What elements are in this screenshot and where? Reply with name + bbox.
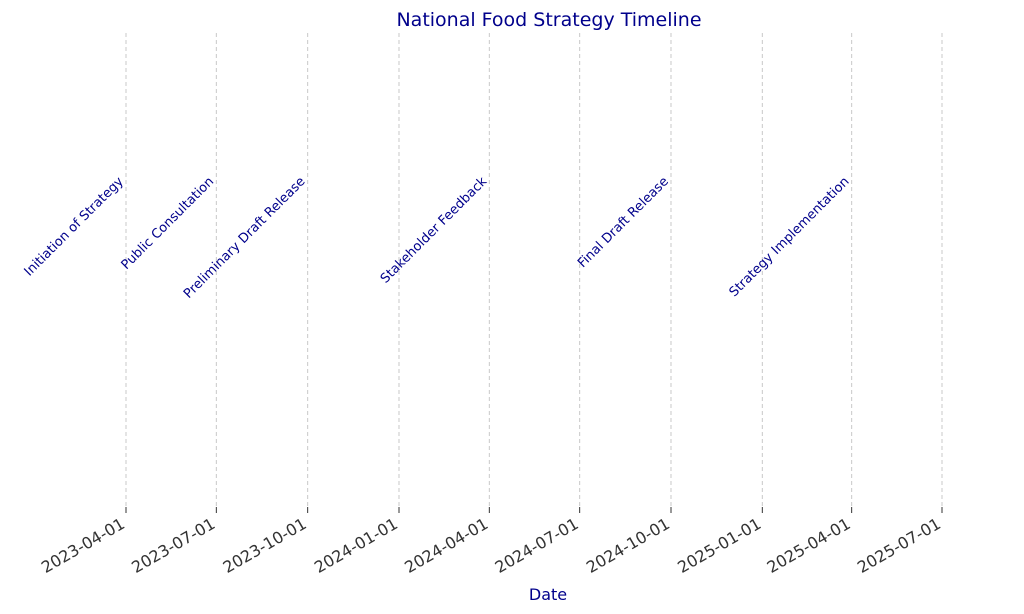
x-axis-label: Date bbox=[529, 585, 567, 604]
tick-label-6: 2024-10-01 bbox=[583, 514, 673, 577]
tick-label-7: 2025-01-01 bbox=[674, 514, 764, 577]
tick-label-8: 2025-04-01 bbox=[764, 514, 854, 577]
tick-label-2: 2023-10-01 bbox=[220, 514, 310, 577]
event-label-0: Initiation of Strategy bbox=[22, 174, 127, 279]
event-label-1: Public Consultation bbox=[119, 174, 218, 273]
tick-label-0: 2023-04-01 bbox=[38, 514, 128, 577]
tick-label-1: 2023-07-01 bbox=[128, 514, 218, 577]
tick-label-9: 2025-07-01 bbox=[854, 514, 944, 577]
event-label-3: Stakeholder Feedback bbox=[378, 174, 491, 287]
chart-title: National Food Strategy Timeline bbox=[396, 9, 701, 31]
tick-label-5: 2024-07-01 bbox=[492, 514, 582, 577]
tick-label-4: 2024-04-01 bbox=[401, 514, 491, 577]
event-label-5: Strategy Implementation bbox=[727, 174, 853, 300]
x-axis-ticks: 2023-04-01 2023-07-01 2023-10-01 2024-01-01… bbox=[38, 507, 944, 577]
gridlines bbox=[125, 33, 943, 507]
tick-label-3: 2024-01-01 bbox=[311, 514, 401, 577]
event-label-4: Final Draft Release bbox=[575, 174, 672, 271]
